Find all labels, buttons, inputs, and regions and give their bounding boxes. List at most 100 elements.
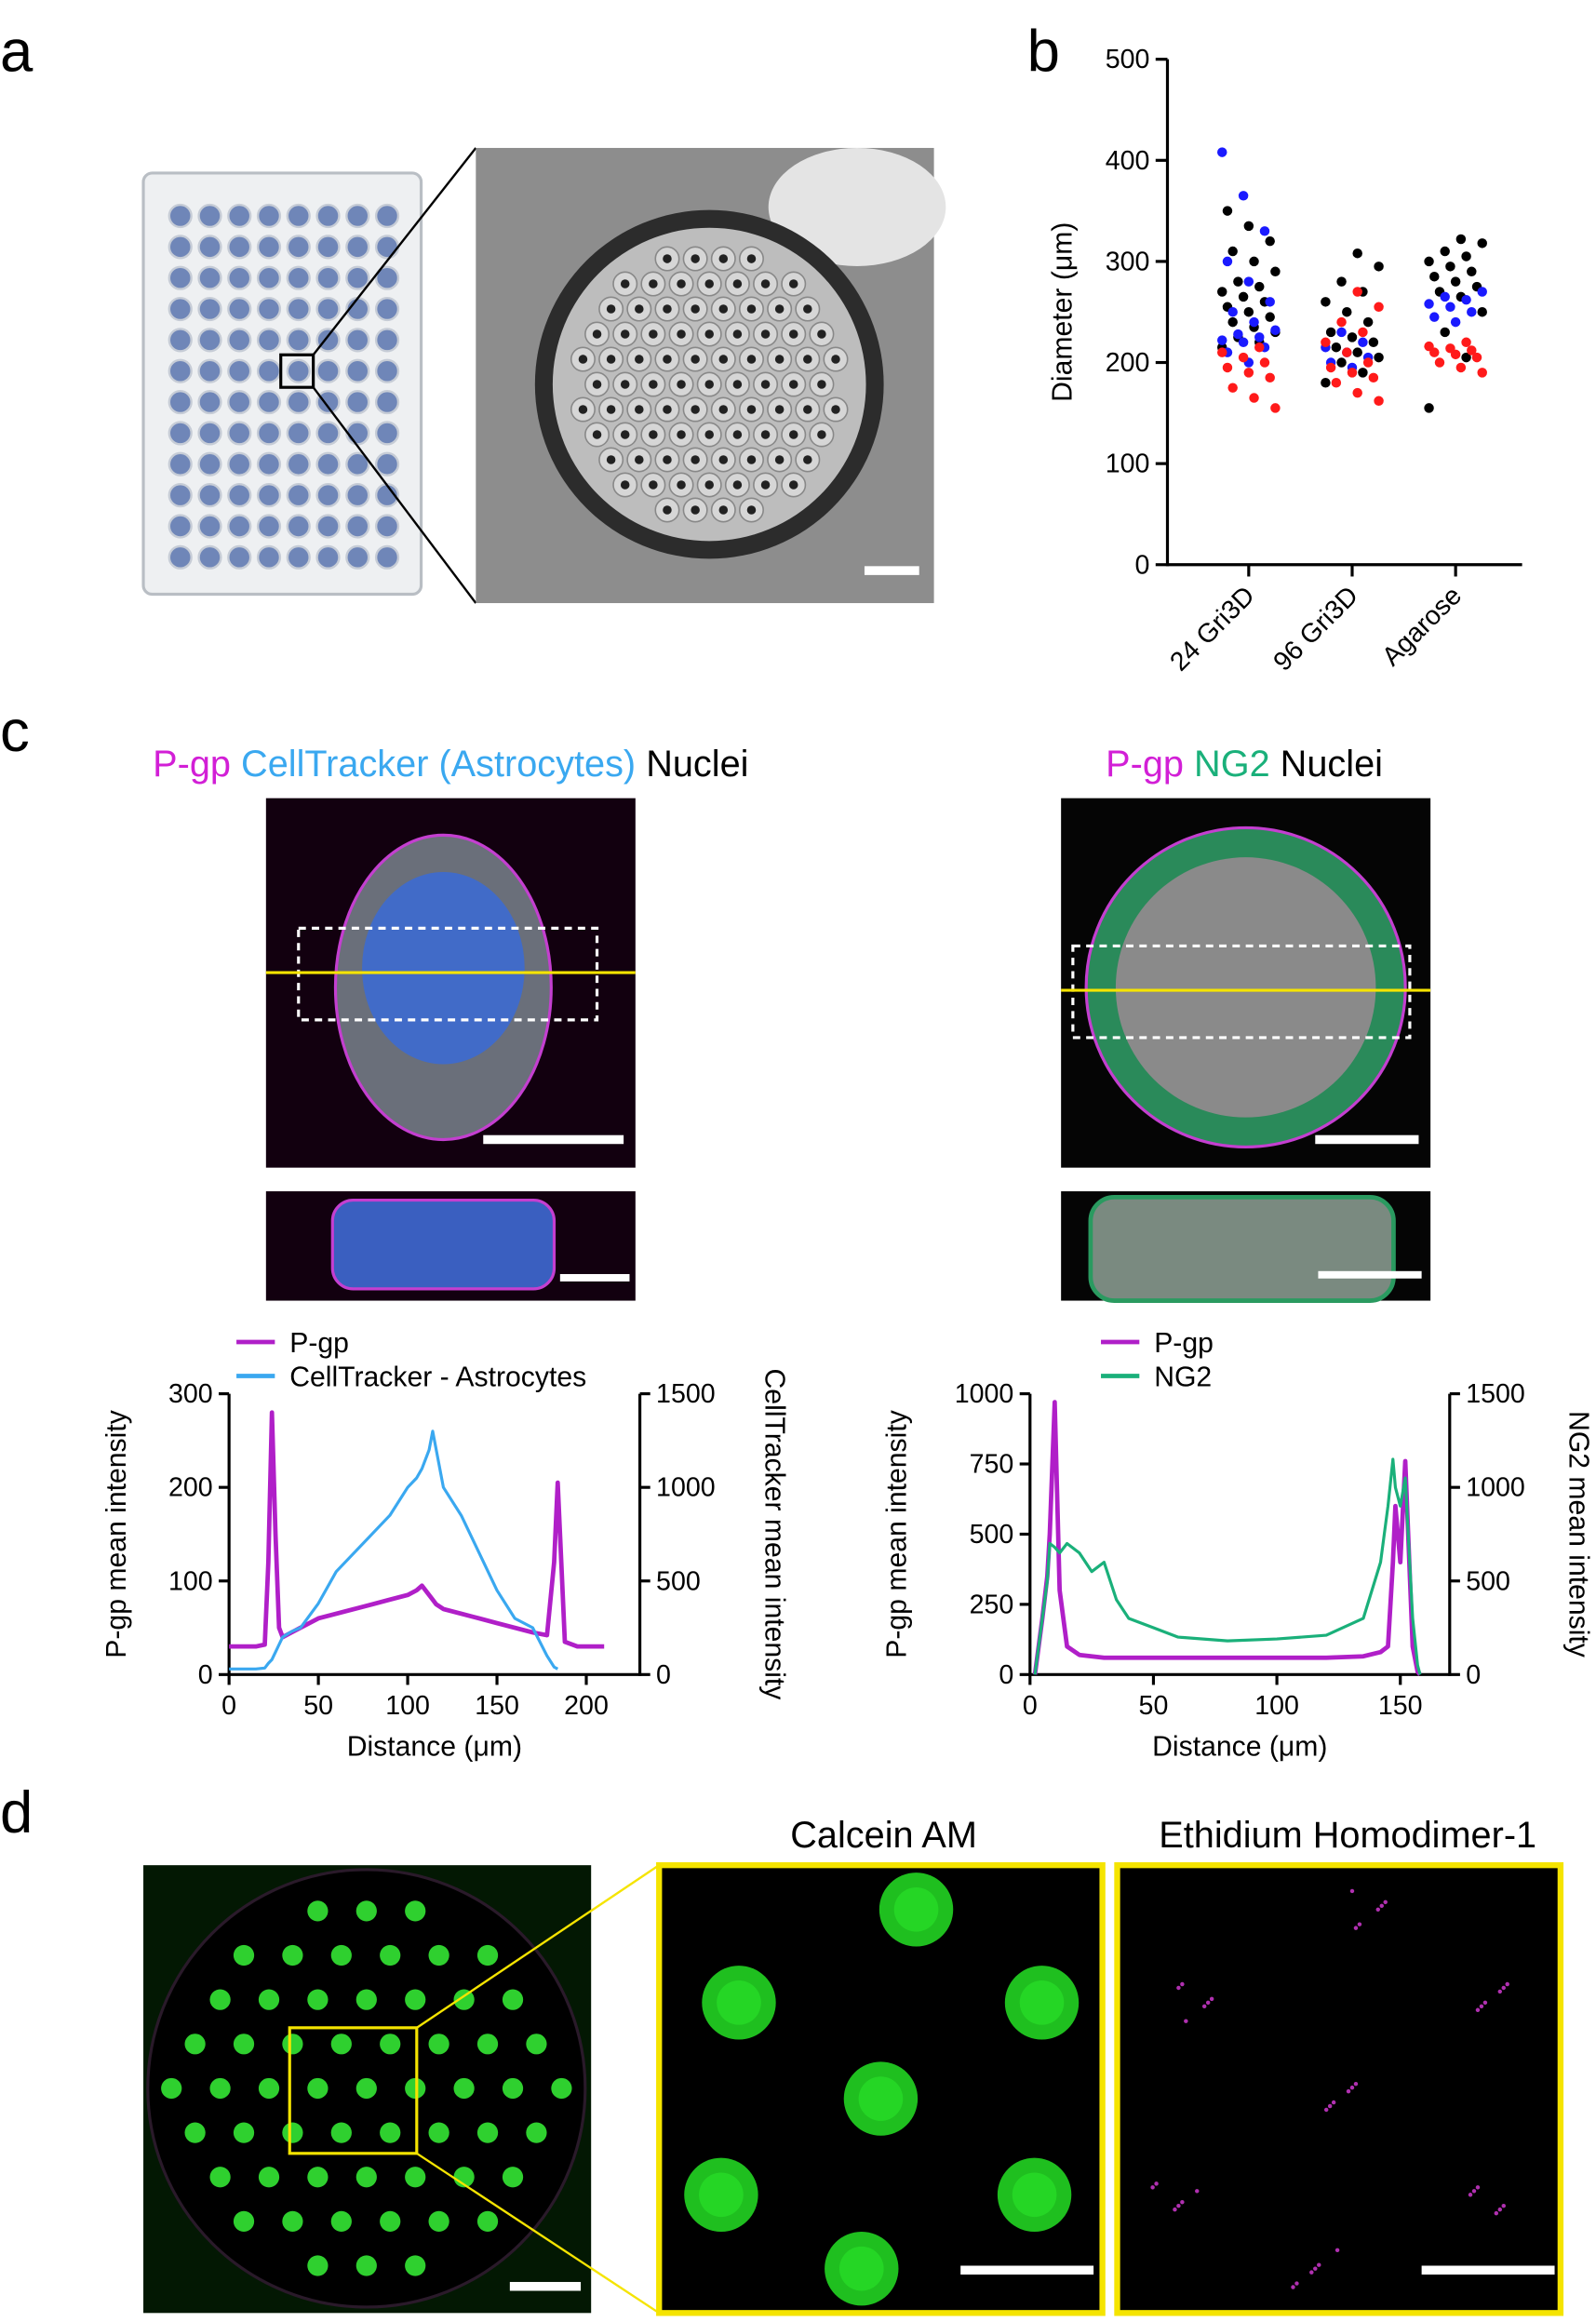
point bbox=[1445, 302, 1455, 313]
plate-well bbox=[197, 451, 222, 476]
ethidium-speck bbox=[1173, 2207, 1177, 2212]
zoom-line bbox=[312, 386, 477, 604]
ethidium-speck bbox=[1154, 2181, 1159, 2186]
microwell-spheroid bbox=[803, 355, 812, 364]
microwell-spheroid bbox=[746, 505, 757, 515]
spheroid-dot bbox=[526, 2033, 547, 2055]
spheroid-dot bbox=[380, 1944, 401, 1966]
microwell-spheroid bbox=[691, 455, 700, 464]
ethidium-speck bbox=[1497, 1989, 1503, 1994]
panel-label: d bbox=[0, 1780, 33, 1846]
microwell-spheroid bbox=[760, 480, 771, 490]
plate-well bbox=[197, 328, 222, 353]
ethidium-speck bbox=[1475, 2185, 1481, 2190]
x-tick-label: 96 Gri3D bbox=[1267, 581, 1363, 677]
microwell-spheroid bbox=[732, 380, 743, 389]
spheroid-dot bbox=[233, 2122, 255, 2143]
microwell-spheroid bbox=[649, 430, 658, 439]
microwell-spheroid bbox=[620, 380, 630, 389]
point bbox=[1222, 256, 1233, 267]
microwell-spheroid bbox=[592, 329, 602, 339]
microwell-spheroid bbox=[677, 380, 686, 389]
microwell-spheroid bbox=[704, 279, 714, 289]
point bbox=[1321, 337, 1331, 348]
microwell-spheroid bbox=[691, 405, 700, 414]
x-tick-label: 0 bbox=[221, 1691, 236, 1721]
y-tick-label: 0 bbox=[1135, 550, 1150, 580]
y2-tick-label: 1500 bbox=[1466, 1379, 1525, 1409]
point bbox=[1374, 352, 1384, 363]
microwell-spheroid bbox=[732, 329, 743, 339]
plate-well bbox=[345, 203, 370, 229]
spheroid-dot bbox=[355, 2077, 377, 2100]
spheroid-dot bbox=[428, 2033, 449, 2055]
point bbox=[1467, 266, 1477, 277]
microwell-spheroid bbox=[774, 455, 785, 464]
scale-bar bbox=[1421, 2265, 1555, 2275]
point bbox=[1265, 235, 1275, 247]
plate-well bbox=[256, 514, 282, 539]
zoom-line bbox=[416, 2152, 660, 2315]
y-tick-label: 0 bbox=[999, 1660, 1013, 1690]
plate-well bbox=[256, 483, 282, 508]
microwell-spheroid bbox=[788, 279, 798, 289]
legend-label: P-gp bbox=[1154, 1328, 1214, 1359]
plate-well bbox=[168, 203, 193, 229]
microwell-spheroid bbox=[691, 304, 700, 314]
microwell-spheroid bbox=[831, 405, 840, 414]
calcein-core bbox=[1019, 1980, 1065, 2025]
y-tick-label: 500 bbox=[970, 1520, 1014, 1550]
point bbox=[1222, 362, 1233, 373]
microwell-spheroid bbox=[606, 455, 616, 464]
plate-well bbox=[345, 421, 370, 446]
microwell-spheroid bbox=[718, 304, 729, 314]
plate-well bbox=[168, 514, 193, 539]
microwell-spheroid bbox=[649, 480, 658, 490]
spheroid-dot bbox=[355, 1989, 377, 2010]
ethidium-speck bbox=[1471, 2189, 1477, 2194]
spheroid-dot bbox=[476, 2210, 499, 2232]
plate-well bbox=[197, 203, 222, 229]
plate-well bbox=[374, 451, 400, 476]
legend-label: NG2 bbox=[1154, 1362, 1212, 1393]
y-tick-label: 750 bbox=[970, 1450, 1014, 1480]
point bbox=[1445, 262, 1455, 272]
spheroid-dot bbox=[184, 2033, 206, 2055]
point bbox=[1374, 262, 1384, 272]
microwell-spheroid bbox=[746, 304, 757, 314]
plate-well bbox=[168, 544, 193, 570]
y2-axis-label: NG2 mean intensity bbox=[1562, 1411, 1593, 1658]
microwell-spheroid bbox=[788, 430, 798, 439]
ethidium-speck bbox=[1475, 2007, 1481, 2013]
plate-well bbox=[315, 296, 341, 322]
y-tick-label: 300 bbox=[1106, 247, 1150, 276]
microwell-spheroid bbox=[831, 355, 840, 364]
y-tick-label: 1000 bbox=[955, 1379, 1014, 1409]
point bbox=[1217, 335, 1227, 345]
line-series bbox=[229, 1429, 559, 1671]
scale-bar bbox=[483, 1134, 624, 1145]
microwells bbox=[570, 246, 849, 523]
plate-well bbox=[374, 389, 400, 415]
plate-well bbox=[197, 389, 222, 415]
plate-well bbox=[315, 358, 341, 383]
plate-well bbox=[168, 358, 193, 383]
point bbox=[1467, 306, 1477, 317]
microwell-spheroid bbox=[578, 405, 588, 414]
plate-well bbox=[168, 296, 193, 322]
scale-bar bbox=[509, 2281, 582, 2291]
point bbox=[1477, 306, 1487, 317]
microwell-spheroid bbox=[817, 380, 826, 389]
point bbox=[1352, 347, 1362, 357]
point bbox=[1461, 251, 1471, 262]
spheroid-dot bbox=[258, 2167, 280, 2188]
microwell-spheroid bbox=[635, 355, 644, 364]
microwell-spheroid bbox=[592, 430, 602, 439]
microwell-spheroid bbox=[578, 355, 588, 364]
x-tick-label: 50 bbox=[1139, 1691, 1169, 1721]
plate-well bbox=[315, 451, 341, 476]
point bbox=[1331, 342, 1342, 353]
x-tick-label: 200 bbox=[564, 1691, 609, 1721]
microwell-spheroid bbox=[691, 355, 700, 364]
calcein-core bbox=[1012, 2172, 1057, 2218]
